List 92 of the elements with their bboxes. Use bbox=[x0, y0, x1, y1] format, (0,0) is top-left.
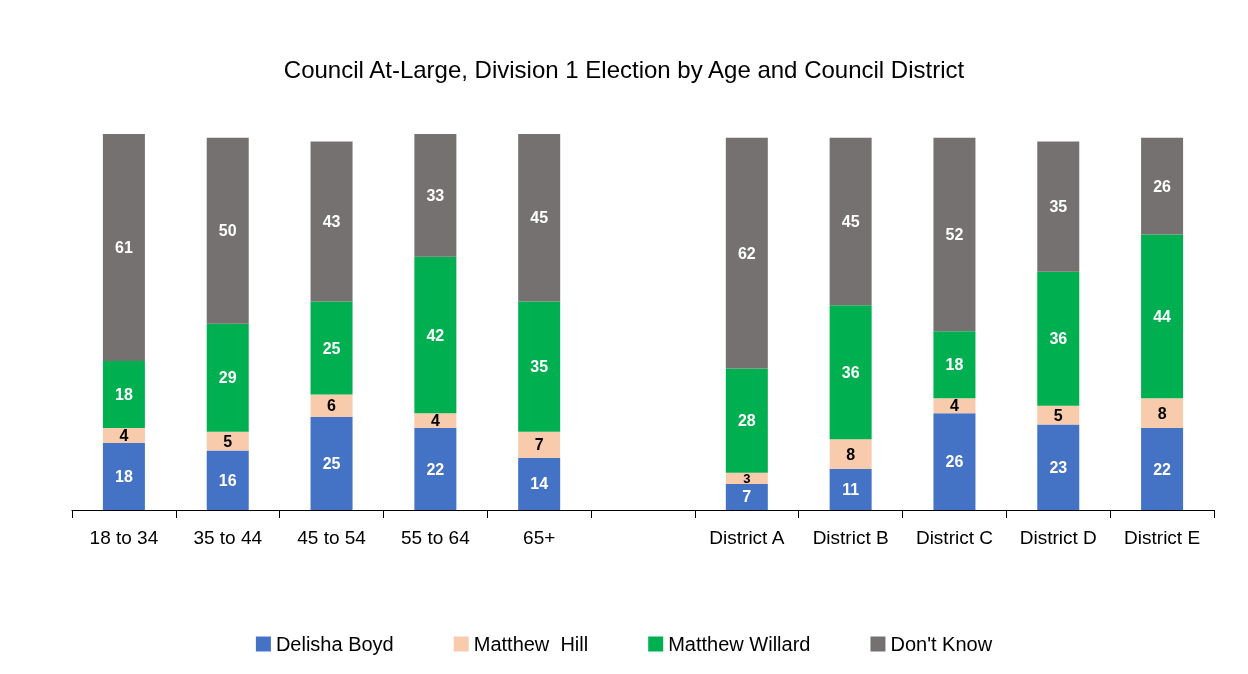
bar bbox=[1141, 137, 1184, 235]
data-label: 61 bbox=[115, 239, 133, 257]
data-label: 22 bbox=[1153, 460, 1172, 478]
data-label: 45 bbox=[530, 209, 549, 227]
data-label: 26 bbox=[1153, 177, 1172, 195]
data-label: 4 bbox=[950, 397, 959, 415]
data-label: 28 bbox=[737, 412, 756, 430]
bar bbox=[414, 134, 457, 257]
data-label: 22 bbox=[426, 460, 445, 478]
bar bbox=[829, 439, 872, 470]
bar bbox=[1037, 424, 1080, 510]
bar bbox=[414, 256, 457, 414]
data-label: 7 bbox=[534, 436, 544, 454]
bar bbox=[518, 134, 561, 302]
bar bbox=[102, 442, 145, 510]
data-label: 8 bbox=[1157, 404, 1167, 422]
data-label: 16 bbox=[218, 471, 237, 489]
data-label: 11 bbox=[842, 481, 860, 499]
data-label: 52 bbox=[945, 226, 964, 244]
x-tick-label: District E bbox=[1124, 527, 1201, 548]
data-label: 44 bbox=[1153, 307, 1172, 325]
bar bbox=[725, 137, 768, 369]
x-tick-label: 45 to 54 bbox=[297, 527, 367, 548]
data-label: 62 bbox=[737, 244, 756, 262]
data-label: 14 bbox=[530, 475, 549, 493]
bar bbox=[102, 134, 145, 362]
data-label: 42 bbox=[426, 326, 445, 344]
bar bbox=[206, 137, 249, 324]
x-tick-label: District D bbox=[1019, 527, 1097, 548]
data-label: 18 bbox=[945, 356, 964, 374]
data-label: 35 bbox=[1049, 198, 1068, 216]
legend-label: Don't Know bbox=[890, 633, 993, 655]
bar bbox=[933, 398, 976, 414]
legend-label: Matthew Willard bbox=[668, 633, 811, 655]
bar bbox=[310, 394, 353, 417]
bar bbox=[933, 331, 976, 399]
data-label: 36 bbox=[1049, 330, 1068, 348]
bar bbox=[829, 137, 872, 306]
data-label: 4 bbox=[430, 412, 440, 430]
bar bbox=[310, 301, 353, 395]
data-label: 50 bbox=[218, 222, 237, 240]
bar bbox=[518, 301, 561, 432]
data-label: 33 bbox=[426, 186, 445, 204]
chart-title: Council At-Large, Division 1 Election by Age and Council District bbox=[283, 55, 965, 83]
data-label: 29 bbox=[218, 369, 237, 387]
x-tick-label: 65+ bbox=[523, 527, 556, 548]
data-label: 25 bbox=[322, 454, 341, 472]
x-tick-label: 55 to 64 bbox=[401, 527, 471, 548]
bar bbox=[206, 450, 249, 510]
bar bbox=[933, 137, 976, 332]
x-tick-label: District B bbox=[812, 527, 889, 548]
x-tick-label: District C bbox=[915, 527, 993, 548]
x-tick-label: 18 to 34 bbox=[89, 527, 159, 548]
data-label: 26 bbox=[945, 453, 964, 471]
bar bbox=[518, 431, 561, 458]
data-label: 36 bbox=[841, 363, 860, 381]
bar bbox=[102, 428, 145, 443]
legend-label: Matthew Hill bbox=[473, 633, 589, 655]
bar bbox=[310, 416, 353, 510]
bar bbox=[1141, 398, 1184, 429]
x-tick-label: 35 to 44 bbox=[193, 527, 263, 548]
data-label: 6 bbox=[327, 397, 337, 415]
bar bbox=[310, 141, 353, 302]
bar bbox=[829, 469, 872, 510]
data-label: 35 bbox=[530, 358, 549, 376]
bar bbox=[933, 413, 976, 510]
data-label: 8 bbox=[846, 445, 856, 463]
data-label: 43 bbox=[322, 212, 341, 230]
data-label: 5 bbox=[1053, 406, 1063, 424]
data-label: 4 bbox=[119, 427, 129, 445]
data-label: 5 bbox=[223, 432, 233, 450]
bar bbox=[1037, 271, 1080, 406]
data-label: 25 bbox=[322, 339, 341, 357]
data-label: 3 bbox=[743, 470, 751, 486]
data-label: 45 bbox=[841, 212, 860, 230]
bar bbox=[829, 305, 872, 440]
legend-label: Delisha Boyd bbox=[275, 633, 394, 655]
bar bbox=[725, 368, 768, 473]
bar bbox=[1141, 234, 1184, 399]
bar bbox=[1141, 428, 1184, 510]
bar bbox=[725, 483, 768, 510]
data-label: 18 bbox=[115, 386, 133, 404]
data-label: 18 bbox=[115, 467, 133, 485]
bar bbox=[414, 428, 457, 510]
bar bbox=[102, 361, 145, 429]
data-label: 23 bbox=[1049, 458, 1068, 476]
bar bbox=[414, 413, 457, 429]
bar bbox=[518, 457, 561, 510]
bar bbox=[1037, 141, 1080, 272]
bar bbox=[206, 323, 249, 432]
data-label: 7 bbox=[742, 488, 752, 506]
x-tick-label: District A bbox=[709, 527, 785, 548]
